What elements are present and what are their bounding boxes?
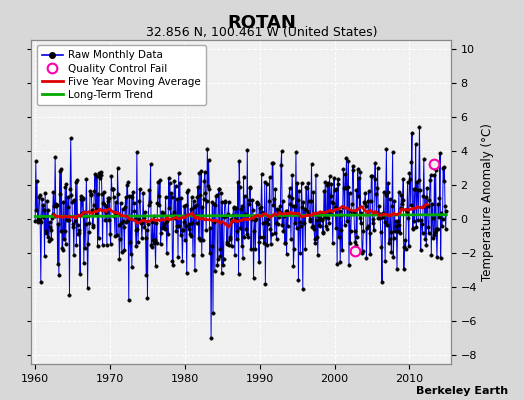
Raw Monthly Data [133,244,139,248]
Raw Monthly Data [275,208,281,212]
Raw Monthly Data [208,336,214,341]
Text: 32.856 N, 100.461 W (United States): 32.856 N, 100.461 W (United States) [146,26,378,39]
Five Year Moving Average [84,210,91,215]
Line: Raw Monthly Data: Raw Monthly Data [34,125,448,340]
Y-axis label: Temperature Anomaly (°C): Temperature Anomaly (°C) [481,123,494,281]
Long-Term Trend [42,214,49,219]
Raw Monthly Data [122,205,128,210]
Long-Term Trend [133,214,139,218]
Long-Term Trend [84,214,91,219]
Long-Term Trend [442,212,448,217]
Raw Monthly Data [32,219,38,224]
Line: Long-Term Trend: Long-Term Trend [35,215,446,216]
Raw Monthly Data [443,208,450,213]
Legend: Raw Monthly Data, Quality Control Fail, Five Year Moving Average, Long-Term Tren: Raw Monthly Data, Quality Control Fail, … [37,45,206,105]
Line: Five Year Moving Average: Five Year Moving Average [54,204,428,227]
Raw Monthly Data [42,231,49,236]
Raw Monthly Data [84,286,91,290]
Long-Term Trend [275,213,281,218]
Text: Berkeley Earth: Berkeley Earth [416,386,508,396]
Text: ROTAN: ROTAN [227,14,297,32]
Long-Term Trend [32,214,38,219]
Five Year Moving Average [275,212,281,216]
Five Year Moving Average [133,219,139,224]
Raw Monthly Data [193,220,200,225]
Long-Term Trend [193,214,200,218]
Long-Term Trend [443,212,450,217]
Raw Monthly Data [416,124,422,129]
Five Year Moving Average [193,216,200,221]
